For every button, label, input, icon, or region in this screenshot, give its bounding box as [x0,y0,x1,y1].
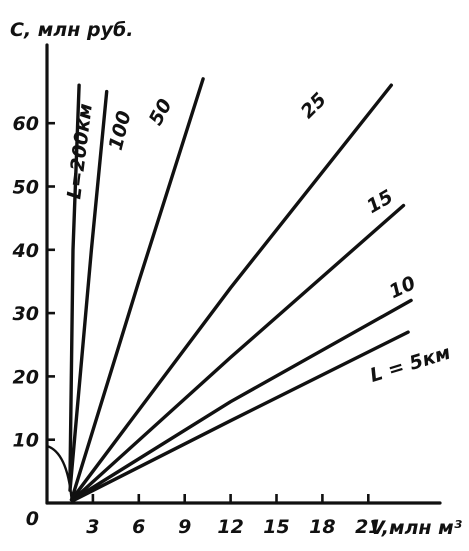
x-tick-label: 15 [263,516,289,538]
y-tick-label: 40 [12,240,39,262]
series-line-1 [68,89,109,492]
y-tick-label: 30 [13,303,39,325]
y-tick-label: 10 [13,430,39,452]
y-tick-label: 50 [13,177,39,199]
series-line-5 [71,298,413,502]
series-line-6 [72,330,410,502]
series-label-2: 50 [145,95,177,129]
series-label-1: 100 [105,109,136,153]
x-tick-label: 18 [309,516,335,538]
x-tick-label: 3 [86,516,99,538]
y-axis-title: C, млн руб. [10,19,133,41]
series-line-3 [69,83,393,502]
series-label-3: 25 [297,89,331,123]
axes: 0 10 20 30 40 50 60 3 6 9 12 15 18 21 [12,43,442,538]
x-tick-label: 21 [355,516,381,538]
x-tick-label: 6 [132,516,145,538]
series-line-4 [71,203,406,502]
origin-arc [46,444,73,499]
series-label-6: L = 5км [367,342,453,387]
series-lines [68,77,413,502]
series-line-2 [69,77,205,502]
series-label-5: 10 [386,272,419,303]
x-axis-title: V,млн м³ [370,517,463,539]
y-tick-label: 20 [13,366,39,388]
series-label-4: 15 [363,186,397,218]
x-tick-label: 9 [178,516,191,538]
x-tick-label: 12 [217,516,243,538]
y-tick-label: 0 [26,508,39,530]
series-label-0: L=200км [63,102,97,200]
series-line-0 [68,83,81,480]
y-tick-label: 60 [13,113,39,135]
